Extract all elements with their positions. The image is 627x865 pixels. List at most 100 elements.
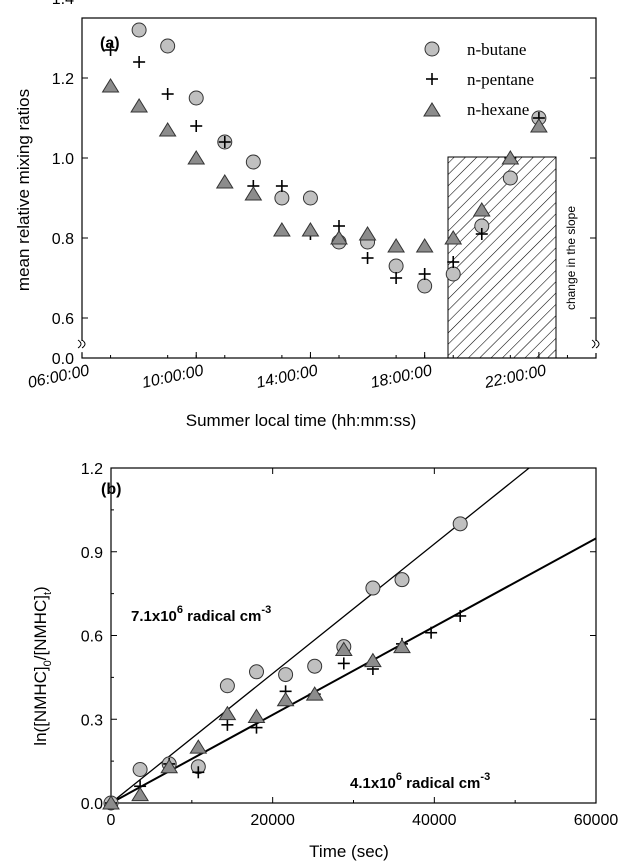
panel-a-x-axis-title: Summer local time (hh:mm:ss) [186, 411, 416, 430]
y-tick-label: 0.3 [81, 712, 103, 729]
y-tick-label: 0.0 [81, 796, 103, 813]
fit-label-low: 4.1x106 radical cm-3 [350, 771, 490, 792]
panel-b-y-ticks: 0.0 0.3 0.6 0.9 1.2 [81, 461, 596, 813]
n-hexane-point [218, 705, 237, 721]
n-pentane-point [161, 88, 174, 100]
x-tick-label: 40000 [412, 812, 457, 829]
n-pentane-point [447, 256, 460, 268]
legend-plus-marker [426, 73, 438, 85]
n-hexane-point [272, 222, 291, 237]
y-tick-label: 1.2 [81, 461, 103, 478]
y-tick-label: 0.0 [52, 351, 74, 368]
n-hexane-point [393, 638, 411, 654]
n-pentane-point [275, 180, 288, 192]
n-butane-point [388, 258, 404, 274]
n-butane-point [307, 658, 323, 674]
n-hexane-point [276, 691, 295, 707]
n-hexane-point [160, 758, 179, 774]
panel-b-x-ticks: 0 20000 40000 60000 [107, 468, 619, 829]
x-tick-label: 18:00:00 [369, 362, 434, 392]
y-tick-label: 0.6 [81, 629, 103, 646]
n-butane-point [274, 190, 290, 206]
legend-circle-marker [424, 41, 440, 57]
fit-label-low-unit-exp: -3 [480, 771, 490, 783]
change-in-slope-region [447, 156, 557, 359]
n-hexane-point [358, 226, 377, 241]
fit-line-low [110, 537, 597, 804]
n-hexane-point [187, 150, 206, 165]
n-hexane-point [330, 230, 348, 245]
n-pentane-point [475, 228, 488, 240]
n-hexane-point [387, 238, 406, 253]
y-axis-break-mark [77, 339, 82, 349]
y-tick-label: 1.0 [52, 151, 74, 168]
panel-a-y-axis-title: mean relative mixing ratios [14, 89, 33, 291]
n-butane-point [188, 90, 204, 106]
ylabel-b-subt: t [42, 592, 54, 595]
n-butane-point [249, 664, 264, 680]
fit-label-high-base: 7.1x10 [131, 608, 177, 625]
n-pentane-point [390, 272, 403, 284]
n-hexane-point [247, 708, 266, 723]
panel-b-series [102, 516, 468, 811]
n-pentane-point [190, 120, 203, 132]
x-tick-label: 60000 [574, 812, 619, 829]
fit-label-high-unit-exp: -3 [261, 604, 271, 616]
n-butane-point [302, 190, 318, 206]
legend-n-hexane: n-hexane [467, 100, 529, 119]
y-tick-label: 0.9 [81, 545, 103, 562]
y-axis-break-mark [595, 339, 600, 349]
panel-b-plot-frame [110, 467, 597, 804]
n-pentane-point [104, 44, 117, 56]
n-pentane-point [425, 626, 438, 639]
ylabel-b-end: ) [31, 586, 50, 592]
n-hexane-point [244, 186, 263, 201]
n-pentane-point [192, 766, 205, 779]
n-hexane-point [131, 786, 149, 802]
fit-label-high-unit: radical cm [183, 608, 261, 625]
n-butane-point [132, 762, 148, 777]
legend-n-butane: n-butane [467, 40, 526, 59]
n-hexane-point [130, 98, 149, 113]
x-tick-label: 14:00:00 [255, 362, 320, 392]
legend-n-pentane: n-pentane [467, 70, 534, 89]
n-hexane-point [305, 686, 324, 701]
fit-label-high: 7.1x106 radical cm-3 [131, 604, 271, 625]
panel-a-chart: change in the slope 0.00.60.81.01.21.41.… [14, 0, 602, 430]
n-hexane-point [501, 150, 520, 165]
n-hexane-point [189, 739, 208, 754]
n-butane-point [452, 516, 468, 532]
panel-a-y-ticks: 0.00.60.81.01.21.41.6 [52, 0, 596, 368]
panel-a-series [101, 22, 548, 294]
y-axis-break-mark [81, 339, 86, 349]
panel-b-x-axis-title: Time (sec) [309, 842, 389, 861]
n-pentane-point [133, 56, 146, 68]
ylabel-b-mid: /[NMHC] [31, 595, 50, 660]
ylabel-b-main: ln([NMHC] [31, 666, 50, 745]
n-hexane-point [101, 78, 120, 93]
n-pentane-point [218, 136, 231, 148]
n-butane-point [219, 678, 235, 694]
y-axis-break-gap [76, 341, 88, 353]
n-hexane-point [102, 795, 120, 810]
n-pentane-point [418, 268, 431, 280]
n-butane-point [417, 278, 433, 294]
n-pentane-point [333, 220, 345, 232]
fit-label-low-unit: radical cm [402, 775, 480, 792]
n-butane-point [394, 572, 410, 588]
n-butane-point [365, 580, 381, 596]
fit-label-low-base: 4.1x10 [350, 775, 396, 792]
n-hexane-point [415, 238, 434, 253]
y-tick-label: 0.6 [52, 311, 74, 328]
y-axis-break-gap [590, 341, 602, 353]
n-pentane-point [250, 721, 263, 734]
legend-triangle-marker [423, 102, 441, 117]
n-hexane-point [529, 118, 548, 133]
y-tick-label: 0.8 [52, 231, 74, 248]
n-hexane-point [472, 202, 491, 217]
ylabel-b-sub0: 0 [42, 660, 54, 666]
panel-a-label: (a) [100, 35, 120, 52]
n-butane-point [278, 667, 294, 683]
fit-label-high-exp: 6 [177, 604, 183, 616]
